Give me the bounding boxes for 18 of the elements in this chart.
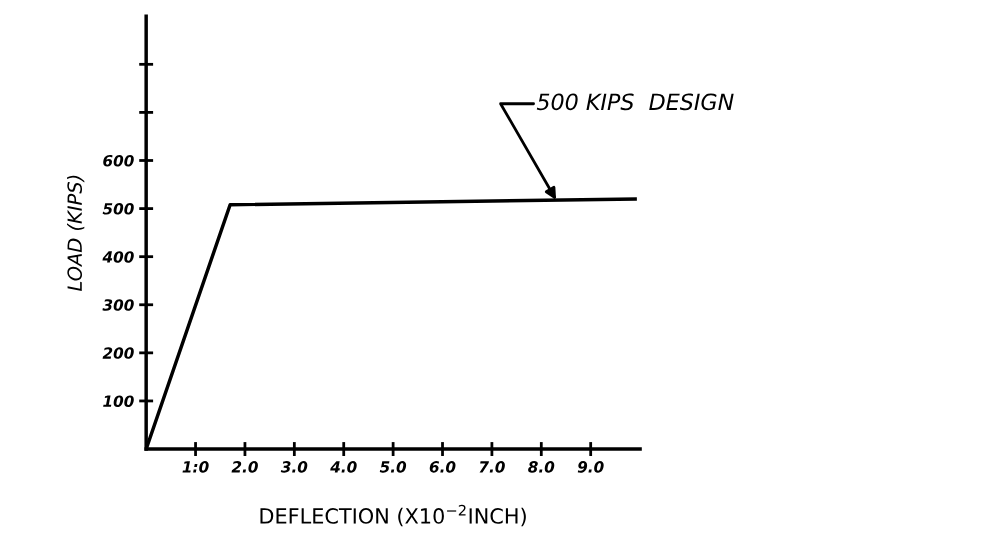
y-tick-label: 200 [102, 347, 134, 359]
x-axis-title: DEFLECTION (X10$^{−2}$INCH) [260, 504, 526, 527]
annotation: 500 KIPS DESIGN [536, 93, 734, 111]
x-tick-label: 8.0 [528, 461, 555, 473]
y-tick-label: 400 [102, 251, 134, 263]
y-axis-title: LOAD (KIPS) [67, 175, 85, 291]
y-tick-label: 600 [103, 154, 134, 167]
x-tick-label: 7.0 [479, 461, 505, 473]
y-tick-label: 500 [102, 203, 134, 215]
x-tick-label: 3.0 [280, 461, 308, 473]
x-tick-label: 2.0 [231, 461, 258, 473]
x-tick-label: 5.0 [379, 461, 407, 473]
y-tick-label: 300 [102, 299, 134, 311]
y-tick-label: 100 [103, 395, 134, 407]
x-tick-label: 9.0 [577, 461, 604, 473]
x-tick-label: 4.0 [330, 461, 357, 473]
x-tick-label: 1:0 [182, 461, 209, 473]
x-tick-label: 6.0 [429, 461, 456, 473]
